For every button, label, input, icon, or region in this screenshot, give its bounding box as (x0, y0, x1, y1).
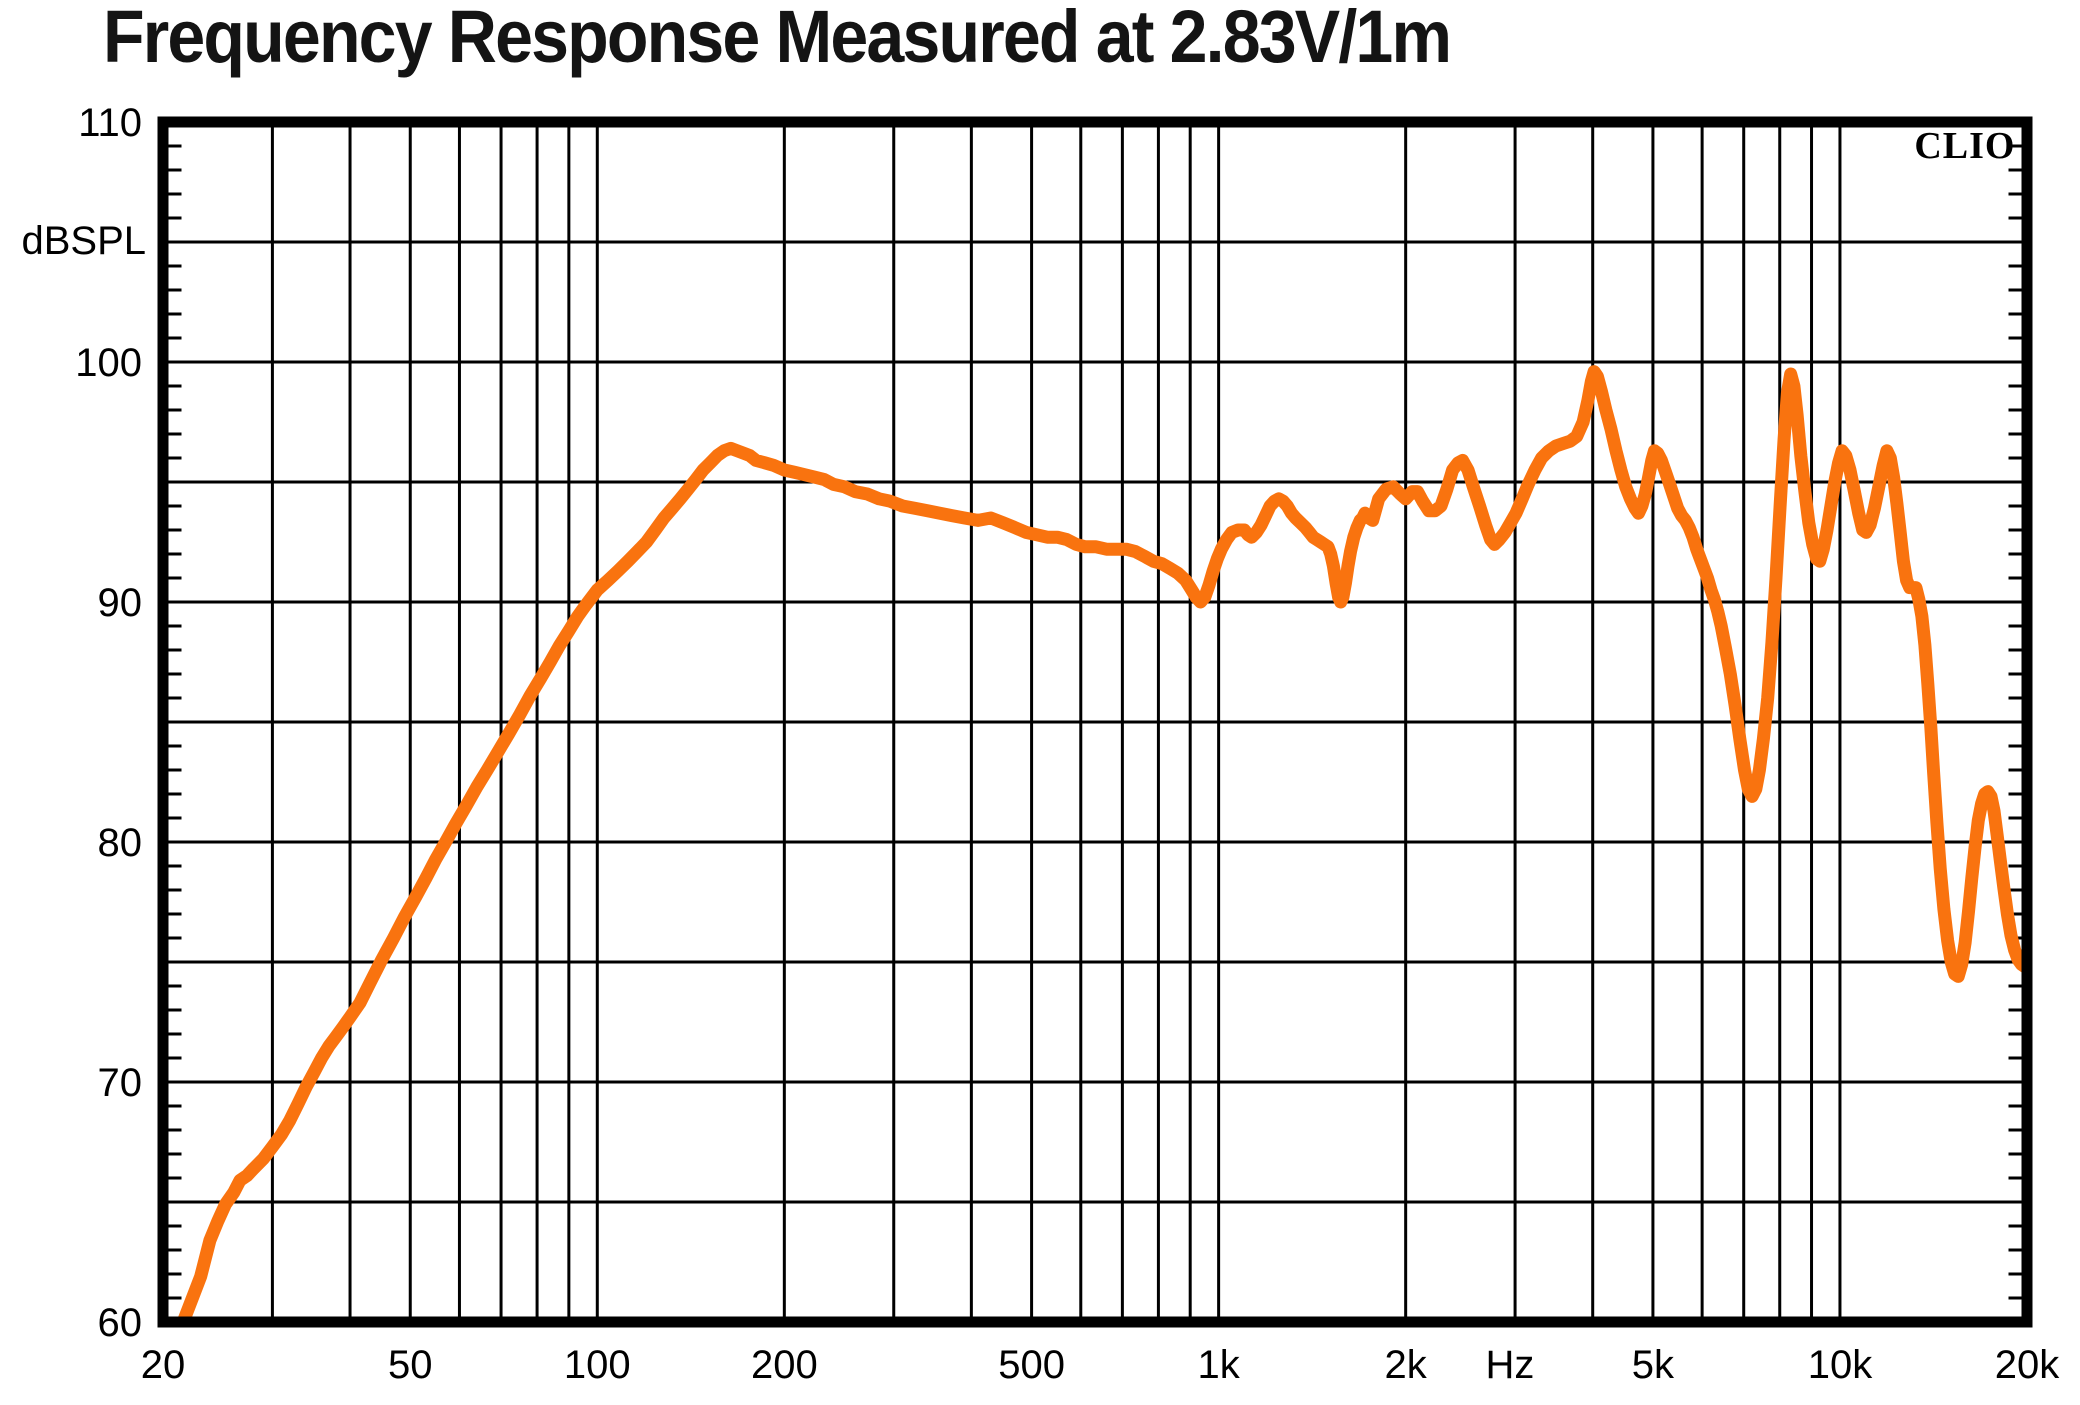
x-tick-label: 500 (998, 1343, 1065, 1387)
x-tick-label: 50 (388, 1343, 433, 1387)
y-tick-label: 80 (98, 821, 143, 865)
y-tick-label: 70 (98, 1061, 143, 1105)
x-tick-label: 20 (141, 1343, 186, 1387)
clio-watermark: CLIO (1914, 125, 2015, 167)
y-tick-label: 110 (78, 101, 142, 145)
response-curve (178, 365, 2022, 1317)
x-tick-label: 2k (1385, 1343, 1428, 1387)
x-tick-label: 10k (1808, 1343, 1873, 1387)
x-tick-label: 20k (1995, 1343, 2060, 1387)
y-tick-label: 100 (75, 341, 142, 385)
y-tick-label: 90 (98, 581, 143, 625)
x-axis-unit-label: Hz (1486, 1343, 1535, 1387)
y-axis-unit-label: dBSPL (21, 219, 146, 263)
y-tick-label: 60 (98, 1301, 143, 1345)
x-tick-label: 5k (1632, 1343, 1675, 1387)
x-tick-label: 1k (1198, 1343, 1241, 1387)
plot-border (157, 116, 2033, 1328)
chart-title: Frequency Response Measured at 2.83V/1m (103, 0, 1452, 78)
x-tick-label: 100 (564, 1343, 631, 1387)
x-tick-label: 200 (751, 1343, 818, 1387)
